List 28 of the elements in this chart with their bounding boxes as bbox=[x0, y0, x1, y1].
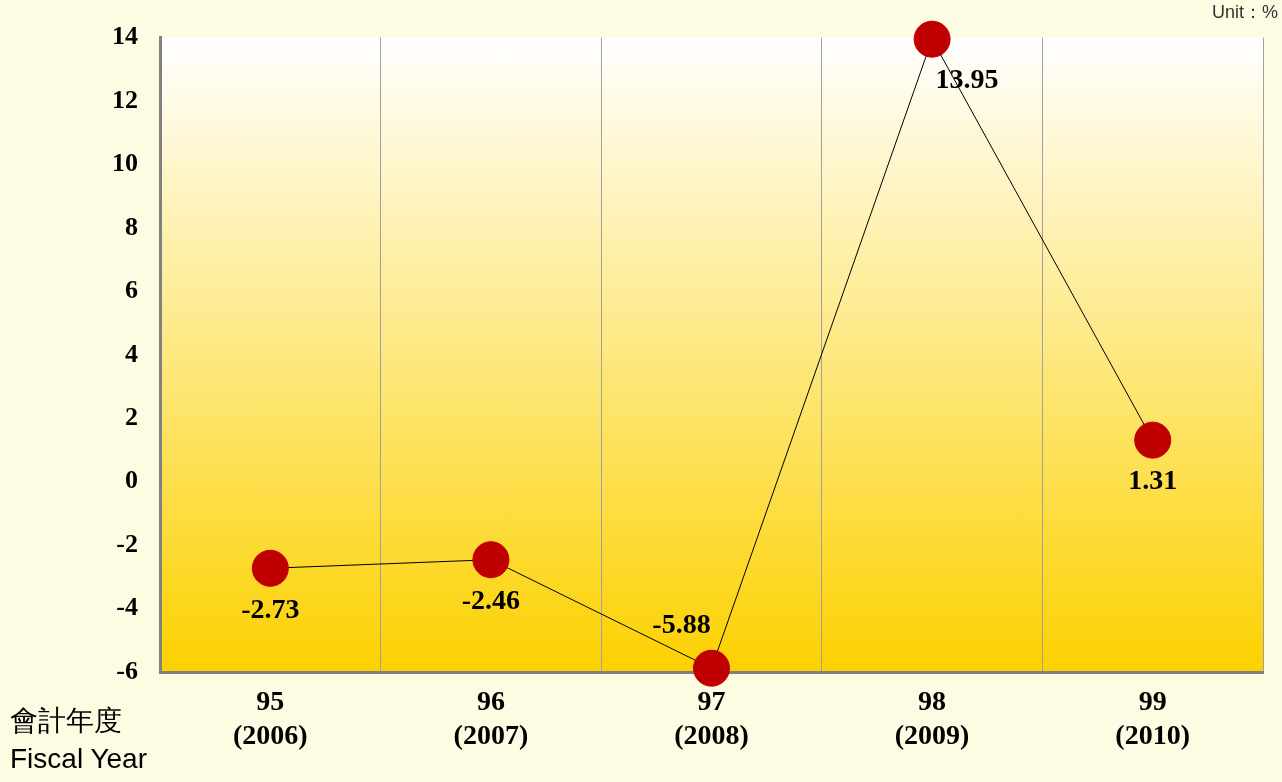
y-tick-label: 12 bbox=[112, 84, 138, 114]
x-tick-label: 96 (2007) bbox=[453, 685, 529, 750]
y-tick-label: 10 bbox=[112, 148, 138, 178]
text: Unit：% bbox=[1211, 1, 1278, 24]
y-tick-label: -4 bbox=[116, 592, 138, 622]
y-tick-label: 4 bbox=[125, 338, 138, 368]
data-label: 1.31 bbox=[1128, 464, 1178, 496]
x-tick-label: 97 (2008) bbox=[674, 685, 749, 750]
x-axis-title: 會計年度 Fiscal Year bbox=[10, 704, 147, 776]
point bbox=[472, 541, 510, 579]
y-tick-label: -6 bbox=[116, 655, 138, 685]
point bbox=[913, 20, 951, 58]
y-tick-label: -2 bbox=[116, 528, 138, 558]
point bbox=[251, 549, 289, 587]
x-tick-label: 95 (2006) bbox=[232, 685, 308, 750]
y-tick-label: 2 bbox=[125, 401, 138, 431]
point bbox=[1134, 421, 1172, 459]
y-tick-label: 14 bbox=[112, 21, 138, 51]
point bbox=[693, 649, 730, 687]
y-tick-label: 6 bbox=[125, 275, 138, 305]
data-label: 13.95 bbox=[935, 63, 999, 95]
data-label: -5.88 bbox=[652, 608, 711, 640]
data-label: -2.73 bbox=[241, 592, 300, 624]
data-label: -2.46 bbox=[461, 583, 521, 615]
x-tick-label: 99 (2010) bbox=[1115, 685, 1191, 750]
y-tick-label: 0 bbox=[125, 465, 138, 495]
x-tick-label: 98 (2009) bbox=[894, 685, 970, 750]
y-tick-label: 8 bbox=[125, 211, 138, 241]
